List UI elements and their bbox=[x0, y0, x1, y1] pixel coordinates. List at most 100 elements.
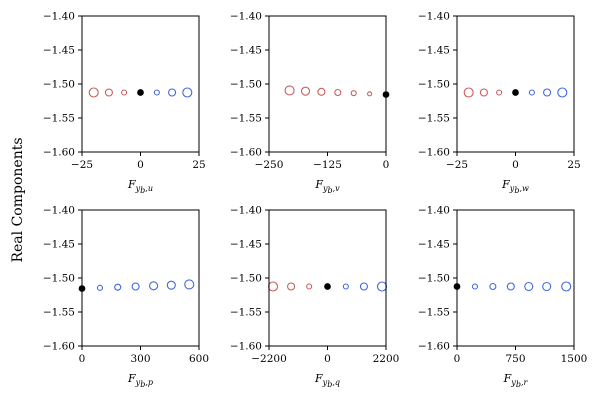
chart-panel-2: −1.40 −1.45 −1.50 −1.55 −1.60−250 −125 0 Fyb,v bbox=[230, 11, 390, 195]
y-tick-label: −1.60 bbox=[230, 147, 262, 159]
y-tick-label: −1.50 bbox=[43, 79, 75, 91]
y-tick-label: −1.40 bbox=[230, 205, 262, 217]
data-point bbox=[184, 279, 195, 290]
y-tick-label: −1.50 bbox=[230, 79, 262, 91]
x-tick-label: 300 bbox=[130, 353, 150, 365]
data-point bbox=[334, 88, 342, 97]
x-tick-label: 25 bbox=[567, 159, 580, 171]
data-point bbox=[121, 89, 128, 96]
chart-panel-6: −1.40 −1.45 −1.50 −1.55 −1.60 0 750 1500 Fyb,r bbox=[418, 205, 588, 390]
data-point bbox=[114, 283, 122, 291]
y-tick-label: −1.50 bbox=[43, 273, 75, 285]
x-tick-label: 2200 bbox=[373, 353, 400, 365]
x-tick-label: 750 bbox=[505, 353, 525, 365]
data-point bbox=[300, 86, 311, 96]
y-tick-label: −1.55 bbox=[230, 307, 262, 319]
x-axis-label: Fyb,q bbox=[314, 372, 340, 389]
y-tick-label: −1.40 bbox=[43, 205, 75, 217]
y-tick-label: −1.45 bbox=[43, 45, 75, 57]
data-point bbox=[471, 283, 478, 290]
plot-frame bbox=[268, 15, 387, 153]
y-tick-label: −1.40 bbox=[418, 205, 450, 217]
data-point bbox=[506, 282, 515, 291]
data-point bbox=[496, 89, 503, 96]
x-axis-label: Fyb,v bbox=[314, 178, 340, 195]
figure-ylabel: Real Components bbox=[10, 137, 26, 262]
data-point bbox=[88, 87, 99, 98]
y-tick-label: −1.60 bbox=[418, 341, 450, 353]
y-tick-label: −1.45 bbox=[43, 239, 75, 251]
data-point bbox=[359, 282, 368, 291]
y-tick-label: −1.60 bbox=[418, 147, 450, 159]
chart-panel-4: −1.40 −1.45 −1.50 −1.55 −1.60 0 300 600 Fyb,p bbox=[43, 205, 209, 390]
plot-frame bbox=[81, 209, 200, 347]
x-tick-label: −25 bbox=[71, 159, 93, 171]
y-tick-label: −1.45 bbox=[230, 239, 262, 251]
data-point bbox=[376, 281, 388, 292]
data-point bbox=[317, 87, 326, 96]
y-tick-label: −1.50 bbox=[418, 273, 450, 285]
x-tick-label: −25 bbox=[446, 159, 468, 171]
x-tick-label: 0 bbox=[383, 159, 390, 171]
data-point bbox=[306, 283, 313, 290]
y-tick-label: −1.45 bbox=[230, 45, 262, 57]
x-tick-label: −125 bbox=[313, 159, 342, 171]
x-tick-label: 600 bbox=[189, 353, 209, 365]
y-tick-label: −1.55 bbox=[230, 113, 262, 125]
data-point bbox=[479, 88, 488, 97]
x-tick-label: 1500 bbox=[561, 353, 588, 365]
y-tick-label: −1.55 bbox=[418, 307, 450, 319]
x-axis-label: Fyb,u bbox=[127, 178, 153, 195]
x-axis-label: Fyb,r bbox=[503, 372, 529, 389]
chart-panel-3: −1.40 −1.45 −1.50 −1.55 −1.60−25 0 25 Fyb,w bbox=[418, 11, 581, 196]
data-point bbox=[528, 89, 535, 96]
data-point bbox=[350, 90, 357, 97]
data-point bbox=[166, 280, 176, 290]
data-point bbox=[324, 283, 331, 290]
data-point bbox=[542, 281, 552, 292]
y-tick-label: −1.45 bbox=[418, 45, 450, 57]
data-point bbox=[543, 88, 552, 97]
x-axis-label: Fyb,p bbox=[127, 372, 153, 389]
y-tick-label: −1.40 bbox=[418, 11, 450, 23]
x-tick-label: 0 bbox=[79, 353, 86, 365]
data-point bbox=[267, 281, 279, 292]
data-point bbox=[168, 88, 177, 97]
data-point bbox=[561, 281, 572, 292]
y-tick-label: −1.50 bbox=[230, 273, 262, 285]
data-point bbox=[137, 89, 144, 96]
data-point bbox=[367, 91, 373, 97]
data-point bbox=[287, 282, 296, 291]
data-point bbox=[489, 282, 497, 291]
plot-frame bbox=[456, 15, 575, 153]
x-tick-label: −250 bbox=[255, 159, 284, 171]
y-tick-label: −1.55 bbox=[43, 113, 75, 125]
y-tick-label: −1.60 bbox=[230, 341, 262, 353]
data-point bbox=[524, 281, 534, 292]
chart-panel-1: −1.40 −1.45 −1.50 −1.55 −1.60−25 0 25 Fyb,u bbox=[43, 11, 206, 196]
y-tick-label: −1.45 bbox=[418, 239, 450, 251]
data-point bbox=[96, 284, 103, 291]
chart-panel-5: −1.40 −1.45 −1.50 −1.55 −1.60−2200 0 2200 Fyb,q bbox=[230, 205, 400, 390]
data-point bbox=[104, 88, 113, 97]
data-point bbox=[557, 87, 568, 98]
y-tick-label: −1.60 bbox=[43, 341, 75, 353]
data-point bbox=[149, 281, 159, 291]
plot-frame bbox=[456, 209, 575, 347]
plot-frame bbox=[268, 209, 387, 347]
y-tick-label: −1.60 bbox=[43, 147, 75, 159]
y-tick-label: −1.40 bbox=[230, 11, 262, 23]
x-tick-label: 0 bbox=[324, 353, 331, 365]
y-tick-label: −1.55 bbox=[43, 307, 75, 319]
x-tick-label: 0 bbox=[512, 159, 519, 171]
x-tick-label: 0 bbox=[454, 353, 461, 365]
x-tick-label: 0 bbox=[137, 159, 144, 171]
data-point bbox=[131, 282, 140, 291]
data-point bbox=[342, 283, 349, 290]
data-point bbox=[182, 87, 193, 98]
data-point bbox=[512, 89, 519, 96]
y-tick-label: −1.50 bbox=[418, 79, 450, 91]
x-tick-label: 25 bbox=[192, 159, 205, 171]
x-tick-label: −2200 bbox=[251, 353, 287, 365]
